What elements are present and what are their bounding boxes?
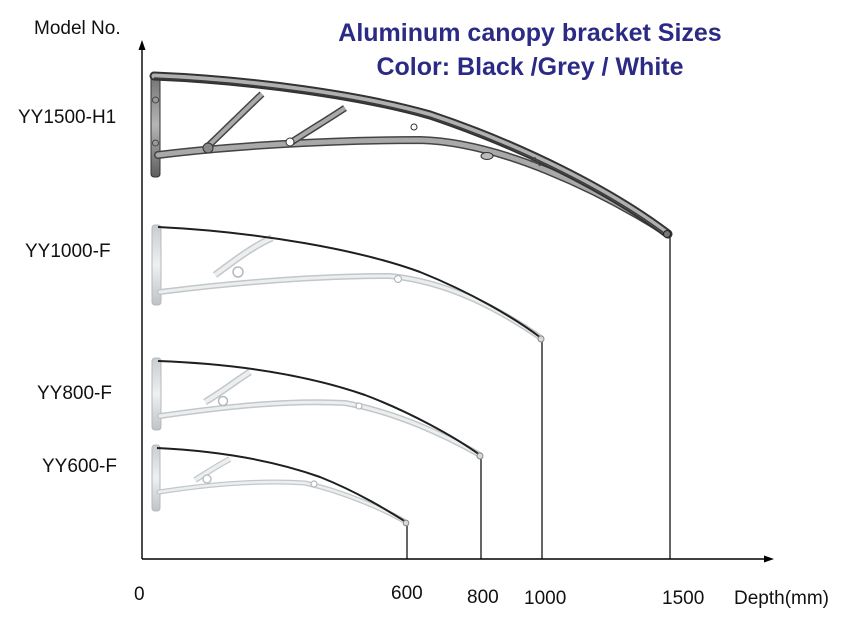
arrow-icon [764, 555, 774, 563]
canopy-bracket-icon [151, 357, 484, 460]
canopy-bracket-icon [151, 444, 410, 527]
model-label-yy600-f: YY600-F [42, 456, 117, 477]
model-label-yy1500-h1: YY1500-H1 [18, 107, 117, 128]
x-tick-1500: 1500 [662, 588, 705, 609]
canopy-bracket-icon [149, 71, 673, 239]
model-label-yy1000-f: YY1000-F [25, 241, 111, 262]
diagram-subtitle: Color: Black /Grey / White [376, 53, 684, 81]
y-axis-label: Model No. [34, 18, 121, 39]
arrow-icon [138, 40, 146, 50]
depth-markers [406, 236, 671, 559]
canopy-bracket-icon [151, 224, 545, 343]
x-tick-800: 800 [467, 587, 499, 608]
x-axis-label: Depth(mm) [734, 588, 830, 609]
axes [138, 40, 774, 563]
x-tick-600: 600 [391, 583, 423, 604]
model-label-yy800-f: YY800-F [37, 383, 112, 404]
x-tick-0: 0 [134, 584, 145, 605]
x-tick-1000: 1000 [524, 588, 567, 609]
diagram-title: Aluminum canopy bracket Sizes [338, 19, 722, 47]
